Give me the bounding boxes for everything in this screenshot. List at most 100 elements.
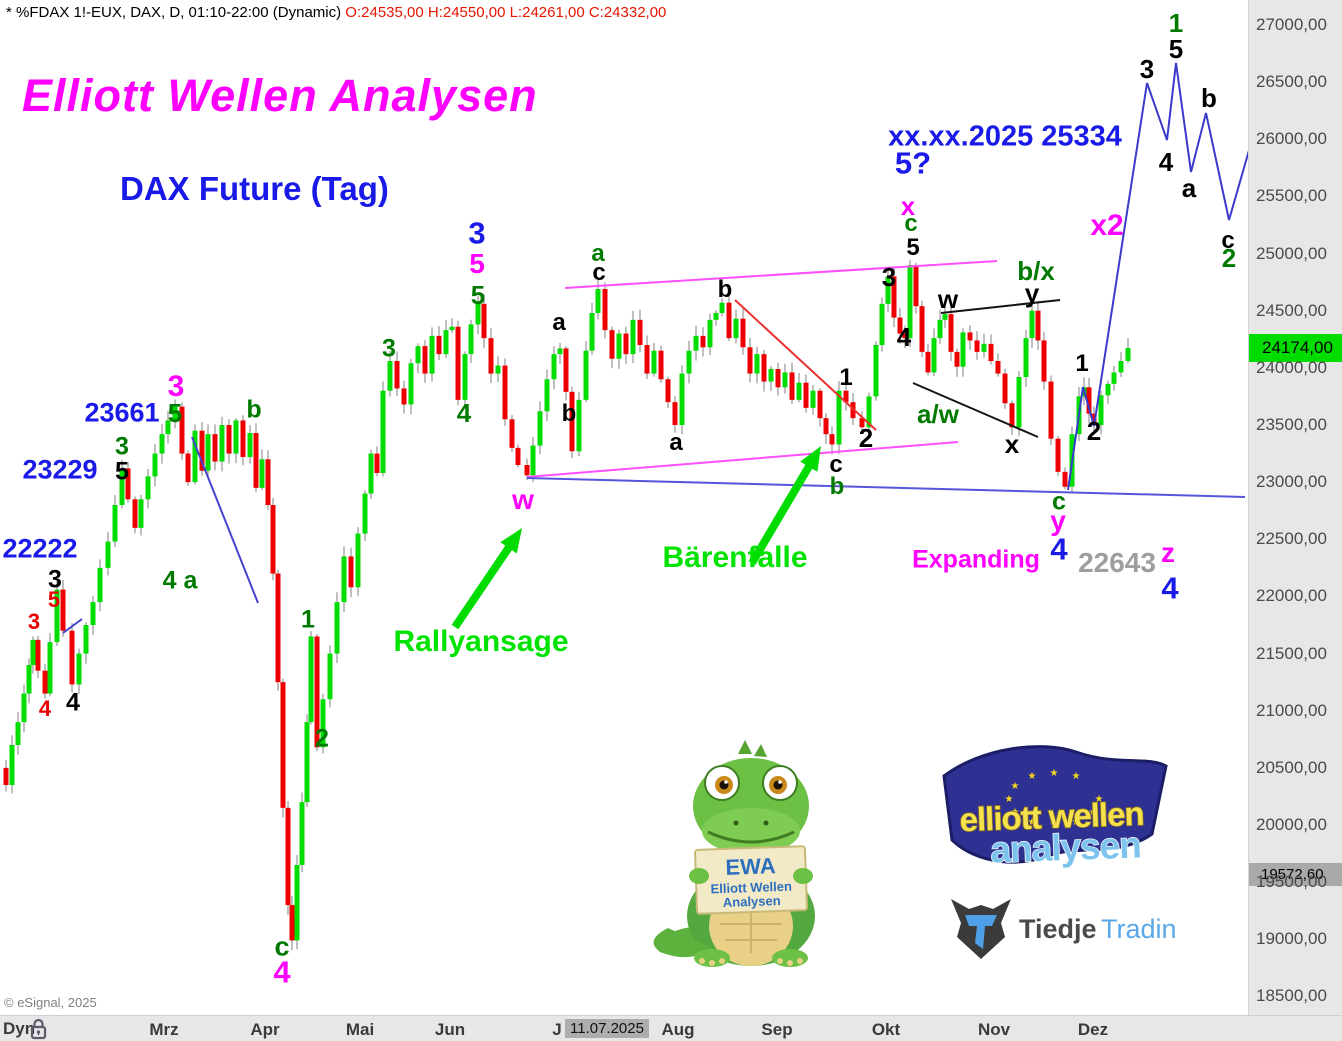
tiedje-text: Tiedje [1019, 914, 1097, 944]
wave-5-red: 5 [47, 587, 61, 612]
price-axis[interactable]: 24174,00 19572,60 27000,00 26500,00 26000,… [1248, 0, 1342, 1041]
price-tick: 25000,00 [1256, 243, 1327, 263]
wave-5-magenta-mid: 5 [469, 248, 485, 279]
ewa-logo-line2: analysen [990, 824, 1142, 870]
proj-c-black: c [1221, 227, 1235, 254]
wave-y-magenta: y [1050, 505, 1066, 536]
price-tick: 24000,00 [1256, 357, 1327, 377]
wave-x2-magenta: x2 [1090, 209, 1124, 242]
wave-c-green-y: c [1052, 487, 1066, 516]
month-label-nov: Nov [977, 1020, 1011, 1039]
month-label-mrz: Mrz [149, 1020, 179, 1039]
wave-5-black-right: 5 [906, 234, 920, 261]
wave-3-blue-mid: 3 [468, 215, 486, 251]
svg-text:★: ★ [1011, 781, 1020, 792]
chart-subtitle: DAX Future (Tag) [120, 170, 389, 207]
ewa-flag-logo: ★ ★ ★ ★ ★ ★ ★ ★ ★ ★ ★ elliott wellen analysen [942, 745, 1168, 871]
mascot-sign-title: EWA [725, 853, 776, 880]
month-label-jun: Jun [434, 1020, 466, 1039]
mascot-sign-line3: Analysen [723, 893, 781, 910]
wave-3-magenta-left: 3 [167, 370, 185, 403]
wave-c-green-apr: c [274, 931, 290, 962]
month-label-aug: Aug [661, 1020, 695, 1039]
month-label-okt: Okt [871, 1020, 901, 1039]
wave-3-green-mid: 3 [382, 334, 396, 363]
symbol-info: * %FDAX 1!-EUX, DAX, D, 01:10-22:00 (Dyn… [6, 4, 342, 21]
wave-4-blue-y: 4 [1050, 531, 1068, 567]
lock-icon[interactable] [28, 1017, 48, 1041]
wave-x-magenta: x [900, 191, 916, 221]
wave-4-blue-z: 4 [1161, 570, 1179, 606]
month-label-dez: Dez [1077, 1020, 1109, 1039]
wave-w-magenta: w [512, 484, 534, 515]
price-tick: 22000,00 [1256, 586, 1327, 606]
flag-stars: ★ ★ ★ ★ ★ ★ ★ ★ ★ ★ ★ [1005, 768, 1104, 831]
price-tick: 23000,00 [1256, 472, 1327, 492]
note-rallyansage: Rallyansage [393, 625, 569, 658]
wave-1-green-apr: 1 [301, 605, 315, 634]
trading-text: Trading [1101, 914, 1177, 944]
svg-text:★: ★ [1050, 820, 1059, 831]
price-tick: 19500,00 [1256, 872, 1327, 892]
month-label-j: J [552, 1020, 562, 1039]
wave-3-red: 3 [27, 609, 41, 634]
mascot-sign-line2: Elliott Wellen [710, 879, 792, 897]
proj-b-black: b [1201, 83, 1217, 113]
price-tick: 22500,00 [1256, 529, 1327, 549]
ewa-logo-line1: elliott wellen [959, 795, 1144, 838]
svg-text:★: ★ [1050, 768, 1059, 779]
level-23661: 23661 [84, 397, 160, 428]
wave-z-magenta: z [1161, 537, 1175, 568]
wave-4-black-left: 4 [66, 688, 80, 717]
wave-2-green-apr: 2 [315, 724, 329, 753]
wave-x-black: x [1004, 429, 1020, 459]
wave-bx-green: b/x [1017, 256, 1055, 286]
wave-b-green-left: b [246, 395, 262, 424]
note-baerenfalle: Bärenfalle [662, 541, 808, 574]
month-label-apr: Apr [250, 1020, 280, 1039]
ohlc-values: O:24535,00 H:24550,00 L:24261,00 C:24332… [345, 4, 667, 21]
target-5-question: 5? [894, 145, 932, 181]
time-axis[interactable]: Dyn 11.07.2025 Mrz Apr Mai Jun J Aug Sep Okt Nov… [0, 1015, 1342, 1041]
level-22643: 22643 [1078, 547, 1156, 578]
price-tick: 21500,00 [1256, 643, 1327, 663]
svg-text:★: ★ [1005, 794, 1014, 805]
last-price-badge: 24174,00 [1249, 333, 1342, 362]
wave-b-black-1: b [561, 400, 577, 427]
settlement-price-badge: 19572,60 [1249, 862, 1342, 886]
esignal-copyright: © eSignal, 2025 [4, 995, 97, 1010]
wave-aw-green: a/w [917, 399, 959, 429]
wave-4-black-right: 4 [896, 322, 912, 352]
proj-4-black: 4 [1158, 147, 1174, 177]
wave-3-green-left: 3 [115, 432, 129, 461]
wave-c-black-2: c [829, 451, 843, 478]
price-tick: 20500,00 [1256, 757, 1327, 777]
month-label-mai: Mai [345, 1020, 375, 1039]
price-tick: 20000,00 [1256, 815, 1327, 834]
price-tick: 24500,00 [1256, 300, 1327, 320]
wave-a-green-mid: a [591, 240, 605, 267]
wave-4a-green: 4 a [162, 566, 198, 595]
dyn-toggle[interactable]: Dyn [3, 1019, 36, 1038]
svg-text:★: ★ [1089, 807, 1098, 818]
wave-c-black-1: c [592, 259, 606, 286]
wave-y-black: y [1024, 278, 1040, 308]
wave-w-black: w [937, 284, 959, 314]
wave-1-black-right: 1 [1075, 350, 1089, 377]
wave-b-green-2: b [829, 473, 845, 500]
svg-text:★: ★ [1095, 794, 1104, 805]
chart-canvas[interactable] [0, 0, 1248, 1015]
level-22222: 22222 [2, 533, 78, 564]
mascot-crocodile-image: EWA Elliott Wellen Analysen [653, 740, 815, 967]
symbol-header: * %FDAX 1!-EUX, DAX, D, 01:10-22:00 (Dyn… [6, 4, 666, 21]
proj-5-black: 5 [1168, 34, 1184, 64]
month-label-sep: Sep [761, 1020, 793, 1039]
svg-text:★: ★ [1028, 771, 1037, 782]
wave-2-black-mid: 2 [858, 423, 874, 453]
wave-c-green-right: c [904, 210, 918, 237]
proj-a-black: a [1181, 173, 1197, 203]
wave-5-green-left: 5 [167, 398, 183, 428]
price-tick: 26500,00 [1256, 72, 1327, 92]
